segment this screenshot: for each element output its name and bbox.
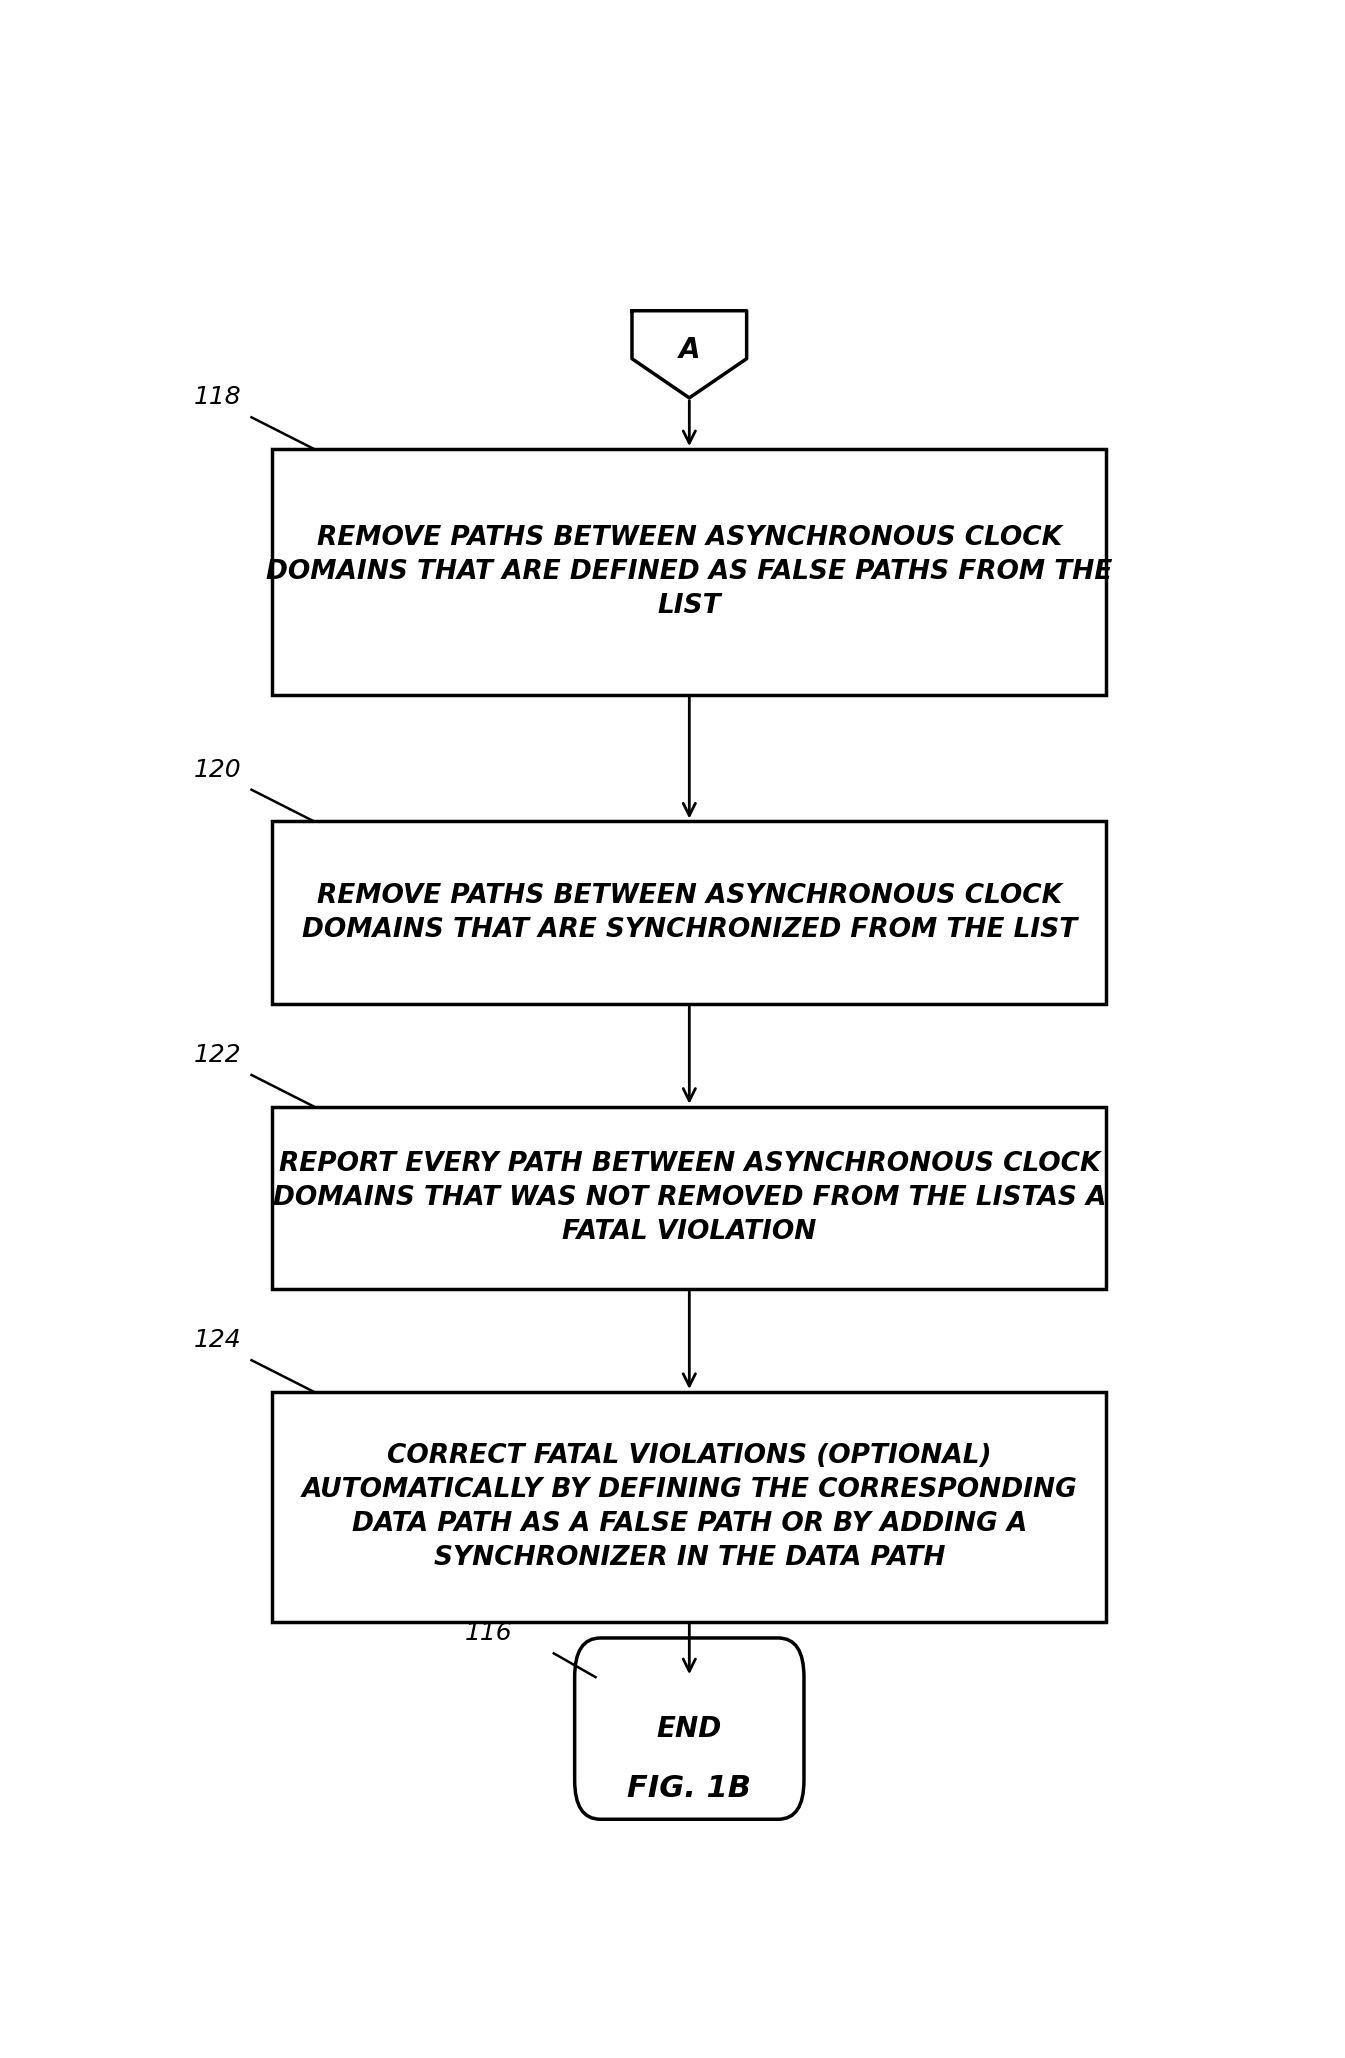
FancyBboxPatch shape [272, 1107, 1106, 1288]
FancyBboxPatch shape [574, 1638, 804, 1819]
Polygon shape [632, 311, 746, 397]
Text: 124: 124 [194, 1327, 241, 1352]
Text: A: A [679, 335, 699, 364]
Text: 122: 122 [194, 1043, 241, 1066]
FancyBboxPatch shape [272, 1391, 1106, 1622]
FancyBboxPatch shape [272, 821, 1106, 1004]
Text: 116: 116 [464, 1622, 512, 1646]
Text: REMOVE PATHS BETWEEN ASYNCHRONOUS CLOCK
DOMAINS THAT ARE SYNCHRONIZED FROM THE L: REMOVE PATHS BETWEEN ASYNCHRONOUS CLOCK … [301, 883, 1077, 943]
Text: END: END [656, 1714, 722, 1743]
Text: FIG. 1B: FIG. 1B [627, 1774, 752, 1803]
Text: 120: 120 [194, 757, 241, 782]
Text: REMOVE PATHS BETWEEN ASYNCHRONOUS CLOCK
DOMAINS THAT ARE DEFINED AS FALSE PATHS : REMOVE PATHS BETWEEN ASYNCHRONOUS CLOCK … [266, 525, 1112, 619]
FancyBboxPatch shape [272, 449, 1106, 696]
Text: REPORT EVERY PATH BETWEEN ASYNCHRONOUS CLOCK
DOMAINS THAT WAS NOT REMOVED FROM T: REPORT EVERY PATH BETWEEN ASYNCHRONOUS C… [273, 1150, 1106, 1245]
Text: CORRECT FATAL VIOLATIONS (OPTIONAL)
AUTOMATICALLY BY DEFINING THE CORRESPONDING
: CORRECT FATAL VIOLATIONS (OPTIONAL) AUTO… [301, 1443, 1077, 1570]
Text: 118: 118 [194, 385, 241, 410]
